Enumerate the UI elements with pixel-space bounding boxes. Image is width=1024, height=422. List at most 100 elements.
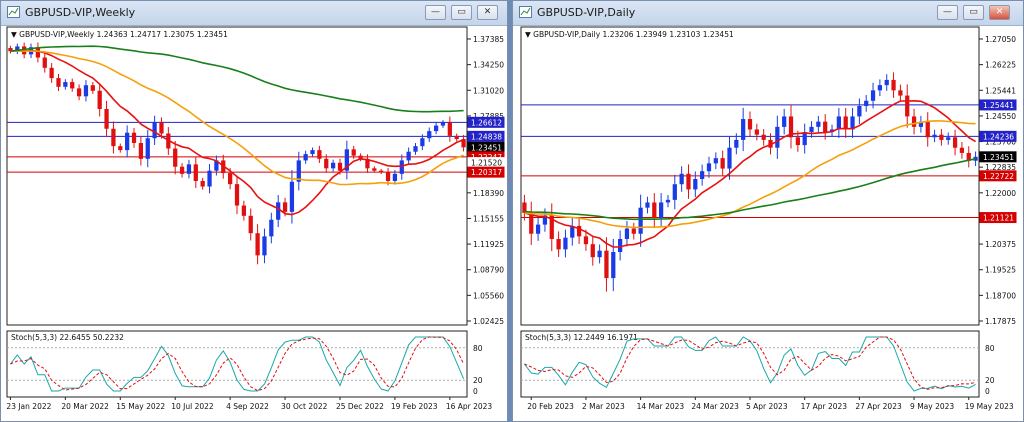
candle-body xyxy=(665,199,671,203)
candle-body xyxy=(97,90,102,109)
candle-body xyxy=(795,137,800,146)
weekly-title-bar[interactable]: GBPUSD-VIP,Weekly — ▭ ✕ xyxy=(1,1,507,26)
moving-average-line xyxy=(10,45,464,113)
y-tick-label: 1.15155 xyxy=(473,214,504,223)
daily-title-bar[interactable]: GBPUSD-VIP,Daily — ▭ ✕ xyxy=(513,1,1023,26)
candle-body xyxy=(392,173,398,181)
candle-body xyxy=(125,132,130,151)
candle-body xyxy=(713,158,718,164)
candle-body xyxy=(365,158,370,169)
daily-chart[interactable]: ▼ GBPUSD-VIP,Daily 1.23206 1.23949 1.231… xyxy=(513,25,1023,421)
candle-body xyxy=(15,46,20,52)
candle-body xyxy=(317,150,322,159)
close-button[interactable]: ✕ xyxy=(477,5,498,20)
candle-body xyxy=(379,170,384,173)
candle-body xyxy=(734,139,739,148)
candle-body xyxy=(638,207,643,234)
candle-body xyxy=(782,116,787,127)
minimize-button[interactable]: — xyxy=(425,5,446,20)
stochastic-level-label: 20 xyxy=(985,376,995,385)
x-tick-label: 4 Sep 2022 xyxy=(226,402,269,411)
price-label-text: 1.24236 xyxy=(983,132,1014,141)
candle-body xyxy=(549,215,554,239)
candle-body xyxy=(645,202,650,208)
candle-body xyxy=(727,147,732,169)
x-tick-label: 19 May 2023 xyxy=(965,402,1014,411)
stochastic-level-label: 20 xyxy=(473,376,483,385)
candle-body xyxy=(282,202,288,212)
x-tick-label: 24 Mar 2023 xyxy=(691,402,739,411)
candle-body xyxy=(76,88,82,97)
y-tick-label: 1.31020 xyxy=(473,86,504,95)
candle-body xyxy=(427,131,432,139)
daily-chart-window[interactable]: GBPUSD-VIP,Daily — ▭ ✕ ▼ GBPUSD-VIP,Dail… xyxy=(512,0,1024,422)
weekly-chart[interactable]: ▼ GBPUSD-VIP,Weekly 1.24363 1.24717 1.23… xyxy=(1,25,507,421)
candle-body xyxy=(447,122,452,136)
candle-body xyxy=(310,150,315,155)
candle-body xyxy=(200,180,205,187)
candle-body xyxy=(529,212,534,234)
candle-body xyxy=(269,219,274,237)
chart-header-label: ▼ GBPUSD-VIP,Daily 1.23206 1.23949 1.231… xyxy=(525,30,734,39)
maximize-button[interactable]: ▭ xyxy=(963,5,984,20)
candle-body xyxy=(344,149,349,171)
candle-body xyxy=(823,121,828,133)
candle-body xyxy=(207,170,212,187)
x-tick-label: 2 Mar 2023 xyxy=(582,402,625,411)
candle-body xyxy=(693,179,698,190)
stochastic-level-label: 0 xyxy=(473,387,478,396)
candle-body xyxy=(816,121,821,127)
candle-body xyxy=(461,139,466,148)
candle-body xyxy=(672,184,677,200)
candle-body xyxy=(809,126,814,133)
candle-body xyxy=(118,146,123,151)
y-tick-label: 1.18390 xyxy=(473,189,504,198)
candle-body xyxy=(152,122,157,139)
candle-body xyxy=(884,79,889,86)
price-label-text: 1.22722 xyxy=(983,172,1014,181)
price-label-box xyxy=(979,130,1017,142)
close-button[interactable]: ✕ xyxy=(989,5,1010,20)
candle-body xyxy=(700,171,705,179)
candle-body xyxy=(720,158,725,169)
candle-body xyxy=(330,162,336,169)
price-label-box xyxy=(467,116,505,128)
candle-body xyxy=(228,173,233,185)
moving-average-line xyxy=(10,49,464,216)
candle-body xyxy=(925,121,930,138)
y-tick-label: 1.19525 xyxy=(985,266,1016,275)
y-tick-label: 1.27050 xyxy=(985,35,1016,44)
weekly-chart-window[interactable]: GBPUSD-VIP,Weekly — ▭ ✕ ▼ GBPUSD-VIP,Wee… xyxy=(0,0,508,422)
stochastic-d-line xyxy=(10,336,465,392)
candle-body xyxy=(440,122,446,126)
x-tick-label: 14 Mar 2023 xyxy=(637,402,685,411)
candle-body xyxy=(631,228,636,234)
candle-body xyxy=(857,106,862,117)
maximize-button[interactable]: ▭ xyxy=(451,5,472,20)
minimize-button[interactable]: — xyxy=(937,5,958,20)
y-tick-label: 1.23700 xyxy=(985,138,1016,147)
price-label-box xyxy=(979,151,1017,163)
candle-body xyxy=(324,158,329,169)
y-tick-label: 1.22835 xyxy=(985,163,1016,172)
candle-body xyxy=(8,48,13,52)
y-tick-label: 1.37385 xyxy=(473,35,504,44)
y-tick-label: 1.22000 xyxy=(985,189,1016,198)
x-tick-label: 27 Apr 2023 xyxy=(855,402,902,411)
candle-body xyxy=(652,202,657,219)
candle-body xyxy=(248,215,253,234)
stochastic-label: Stoch(5,3,3) 22.6455 50.2232 xyxy=(11,333,124,342)
x-tick-label: 30 Oct 2022 xyxy=(281,402,328,411)
candle-body xyxy=(104,108,109,129)
candle-body xyxy=(186,164,192,174)
candle-body xyxy=(959,147,965,153)
price-label-text: 1.20317 xyxy=(471,168,502,177)
price-label-box xyxy=(467,130,505,142)
candle-body xyxy=(542,215,548,225)
candle-body xyxy=(303,154,308,161)
y-tick-label: 1.27885 xyxy=(473,112,504,121)
candle-body xyxy=(358,155,363,159)
y-tick-label: 1.08790 xyxy=(473,266,504,275)
moving-average-line xyxy=(524,120,976,229)
y-tick-label: 1.26225 xyxy=(985,61,1016,70)
